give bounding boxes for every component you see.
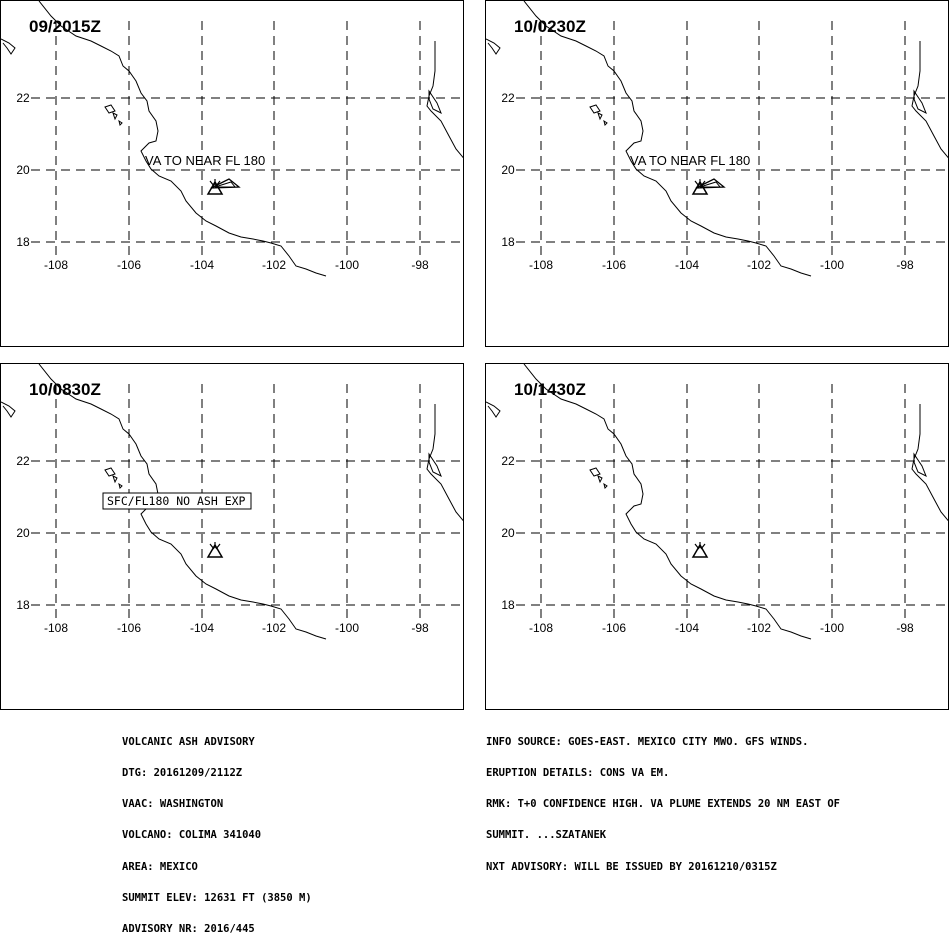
- panel-time-label: 10/0230Z: [514, 17, 586, 36]
- gulf-coastline: [911, 41, 948, 159]
- longitude-label: -102: [747, 258, 771, 272]
- longitude-label: -108: [44, 621, 68, 635]
- latitude-label: 20: [16, 163, 30, 177]
- volcano-icon: [206, 542, 224, 558]
- longitude-label: -98: [896, 258, 914, 272]
- island: [597, 112, 603, 121]
- ash-map: -108 -106 -104 -102 -100 -98 22 20 18 VA TO NEAR …: [1, 1, 463, 277]
- pacific-coastline: [486, 364, 812, 640]
- gulf-lagoon: [428, 452, 442, 478]
- island: [104, 104, 116, 114]
- latitude-label: 18: [16, 598, 30, 612]
- panel-time-label: 10/0830Z: [29, 380, 101, 399]
- longitude-label: -100: [335, 621, 359, 635]
- ash-map: -108 -106 -104 -102 -100 -98 22 20 18 VA TO NEAR …: [486, 1, 948, 277]
- island: [597, 475, 603, 484]
- info-line: RMK: T+0 CONFIDENCE HIGH. VA PLUME EXTEN…: [486, 798, 841, 811]
- longitude-label: -104: [675, 621, 699, 635]
- longitude-label: -100: [820, 621, 844, 635]
- island: [603, 119, 608, 126]
- pacific-coastline: [486, 1, 812, 277]
- latitude-label: 18: [501, 598, 515, 612]
- forecast-panel-2: 10/0230Z -108 -106 -104 -102 -100 -98 22 20 18 VA…: [485, 0, 949, 347]
- longitude-label: -104: [190, 258, 214, 272]
- panel-time-label: 10/1430Z: [514, 380, 586, 399]
- info-line: ERUPTION DETAILS: CONS VA EM.: [486, 767, 670, 780]
- gulf-lagoon: [913, 452, 927, 478]
- gulf-coastline: [911, 404, 948, 522]
- longitude-label: -100: [820, 258, 844, 272]
- gulf-lagoon: [428, 89, 442, 115]
- longitude-label: -108: [44, 258, 68, 272]
- annotation-text: SFC/FL180 NO ASH EXP: [107, 494, 246, 508]
- gulf-lagoon: [913, 89, 927, 115]
- advisory-line: ADVISORY NR: 2016/445: [122, 923, 255, 936]
- longitude-label: -102: [262, 621, 286, 635]
- advisory-line: VOLCANO: COLIMA 341040: [122, 829, 262, 842]
- advisory-line: AREA: MEXICO: [122, 860, 198, 873]
- info-line: SUMMIT. ...SZATANEK: [486, 829, 607, 842]
- longitude-label: -108: [529, 621, 553, 635]
- info-line: INFO SOURCE: GOES-EAST. MEXICO CITY MWO.…: [486, 735, 809, 748]
- advisory-header-block: VOLCANIC ASH ADVISORY DTG: 20161209/2112…: [122, 716, 312, 945]
- island: [118, 482, 123, 489]
- longitude-label: -98: [896, 621, 914, 635]
- island: [112, 112, 118, 121]
- annotation-text: VA TO NEAR FL 180: [630, 153, 750, 168]
- latitude-label: 20: [16, 526, 30, 540]
- longitude-label: -104: [190, 621, 214, 635]
- ash-map: -108 -106 -104 -102 -100 -98 22 20 18 SFC/FL180 N…: [1, 364, 463, 640]
- longitude-label: -102: [262, 258, 286, 272]
- ash-map: -108-106-104-102-100-98222018NO ASH EXP: [486, 364, 948, 640]
- advisory-line: SUMMIT ELEV: 12631 FT (3850 M): [122, 891, 312, 904]
- longitude-label: -106: [117, 621, 141, 635]
- longitude-label: -98: [411, 258, 429, 272]
- longitude-label: -98: [411, 621, 429, 635]
- island: [589, 104, 601, 114]
- advisory-line: VAAC: WASHINGTON: [122, 798, 224, 811]
- volcano-icon: [691, 542, 709, 558]
- pacific-coastline: [1, 364, 327, 640]
- advisory-line: DTG: 20161209/2112Z: [122, 767, 243, 780]
- longitude-label: -104: [675, 258, 699, 272]
- longitude-label: -102: [747, 621, 771, 635]
- latitude-label: 18: [501, 235, 515, 249]
- longitude-label: -106: [602, 621, 626, 635]
- latitude-label: 22: [501, 91, 515, 105]
- panel-time-label: 09/2015Z: [29, 17, 101, 36]
- longitude-label: -106: [117, 258, 141, 272]
- advisory-info-block: INFO SOURCE: GOES-EAST. MEXICO CITY MWO.…: [486, 716, 840, 883]
- latitude-label: 20: [501, 526, 515, 540]
- latitude-label: 18: [16, 235, 30, 249]
- gulf-coastline: [426, 41, 463, 159]
- longitude-label: -108: [529, 258, 553, 272]
- ash-plume-inner: [214, 181, 237, 188]
- advisory-line: VOLCANIC ASH ADVISORY: [122, 735, 255, 748]
- latitude-label: 22: [16, 454, 30, 468]
- info-line: NXT ADVISORY: WILL BE ISSUED BY 20161210…: [486, 860, 777, 873]
- gulf-coastline: [426, 404, 463, 522]
- latitude-label: 20: [501, 163, 515, 177]
- annotation-box: [102, 492, 252, 510]
- longitude-label: -100: [335, 258, 359, 272]
- ash-plume-inner: [699, 181, 722, 188]
- island: [104, 467, 116, 477]
- island: [589, 467, 601, 477]
- latitude-label: 22: [501, 454, 515, 468]
- pacific-coastline: [1, 1, 327, 277]
- forecast-panel-1: 09/2015Z -108 -106 -104 -102 -100 -98 22 20 18 VA…: [0, 0, 464, 347]
- island: [118, 119, 123, 126]
- longitude-label: -106: [602, 258, 626, 272]
- forecast-panel-4: 10/1430Z -108-106-104-102-100-98222018NO…: [485, 363, 949, 710]
- island: [112, 475, 118, 484]
- forecast-panel-3: 10/0830Z -108 -106 -104 -102 -100 -98 22 20 18 SF…: [0, 363, 464, 710]
- latitude-label: 22: [16, 91, 30, 105]
- island: [603, 482, 608, 489]
- annotation-text: VA TO NEAR FL 180: [145, 153, 265, 168]
